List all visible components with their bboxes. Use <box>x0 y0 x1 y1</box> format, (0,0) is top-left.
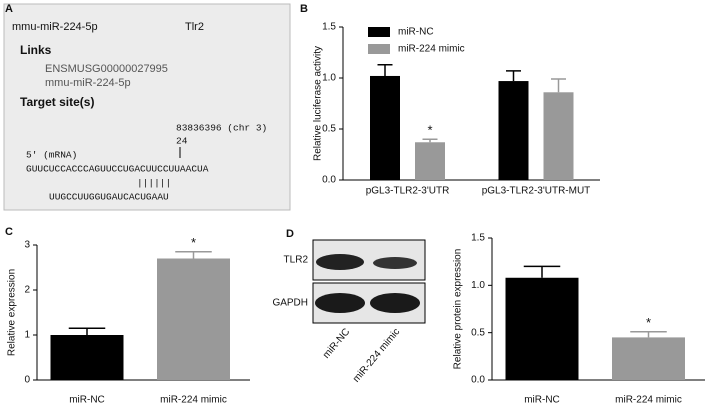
pairing: |||||| <box>137 178 171 189</box>
legend-label: miR-224 mimic <box>398 44 465 55</box>
error-bar <box>68 327 106 335</box>
error-bar <box>523 265 561 278</box>
y-tick-label: 1.0 <box>471 280 485 291</box>
link: mmu-miR-224-5p <box>45 77 131 89</box>
blot-lane: miR-NC <box>321 327 352 361</box>
blot-row: TLR2 <box>284 255 309 266</box>
band <box>373 257 417 269</box>
y-tick-label: 0 <box>24 375 30 386</box>
bar <box>370 75 400 180</box>
y-tick-label: 1.0 <box>322 73 336 84</box>
mirna-name: mmu-miR-224-5p <box>12 21 98 33</box>
y-tick-label: 1 <box>24 330 30 341</box>
y-tick-label: 2 <box>24 285 30 296</box>
legend-label: miR-NC <box>398 27 434 38</box>
panel-label: A <box>5 3 13 15</box>
significance: * <box>646 315 651 330</box>
significance: * <box>427 123 432 138</box>
panel-label: B <box>300 3 308 15</box>
error-bar <box>630 330 667 338</box>
x-tick-label: miR-NC <box>524 395 560 406</box>
band <box>370 293 420 313</box>
bar <box>157 258 230 380</box>
x-tick-label: pGL3-TLR2-3'UTR-MUT <box>482 186 591 197</box>
gene-name: Tlr2 <box>185 21 204 33</box>
position: 83836396 (chr 3) <box>176 123 267 134</box>
significance: * <box>191 235 196 250</box>
band <box>316 254 364 270</box>
y-tick-label: 0.0 <box>322 175 336 186</box>
strand: 5' (mRNA) <box>26 150 77 161</box>
error-bar <box>377 63 393 76</box>
legend-swatch <box>368 27 390 37</box>
bar <box>50 335 124 380</box>
x-tick-label: miR-224 mimic <box>615 395 682 406</box>
links-heading: Links <box>20 43 52 57</box>
y-axis-label: Relative protein expression <box>453 249 464 370</box>
y-tick-label: 3 <box>24 240 30 251</box>
error-bar <box>175 251 212 259</box>
panel-a-box <box>3 3 291 211</box>
bar <box>505 277 579 380</box>
y-axis-label: Relative luciferase activity <box>313 46 324 161</box>
x-tick-label: pGL3-TLR2-3'UTR <box>366 186 450 197</box>
offset: 24 <box>176 136 188 147</box>
band <box>315 293 365 313</box>
blot-lane: miR-224 mimic <box>351 327 402 385</box>
y-tick-label: 1.5 <box>471 233 485 244</box>
panel-label: C <box>5 226 13 238</box>
y-axis-label: Relative expression <box>7 269 18 356</box>
mrna-seq: GUUCUCCACCCAGUUCCUGACUUCCUUAACUA <box>26 164 209 175</box>
blot-row: GAPDH <box>272 298 308 309</box>
legend-swatch <box>368 44 390 54</box>
x-tick-label: miR-NC <box>69 395 105 406</box>
panel-label: D <box>286 228 294 240</box>
y-tick-label: 0.5 <box>322 124 336 135</box>
error-bar <box>422 138 438 143</box>
link: ENSMUSG00000027995 <box>45 63 168 75</box>
bar <box>612 337 685 380</box>
error-bar <box>551 78 566 93</box>
error-bar <box>506 70 521 82</box>
bar <box>415 142 445 180</box>
y-tick-label: 0.5 <box>471 327 485 338</box>
x-tick-label: miR-224 mimic <box>160 395 227 406</box>
mirna-seq: UUGCCUUGGUGAUCACUGAAU <box>49 192 169 203</box>
y-tick-label: 1.5 <box>322 22 336 33</box>
bar <box>543 92 574 180</box>
western-blot: TLR2 GAPDH miR-NC miR-224 mimic <box>272 239 426 385</box>
target-heading: Target site(s) <box>20 95 94 109</box>
y-tick-label: 0.0 <box>471 375 485 386</box>
bar <box>498 81 529 180</box>
